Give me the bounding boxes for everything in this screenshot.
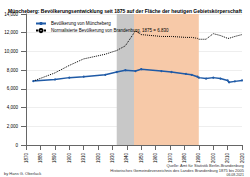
svg-text:1980: 1980 (182, 153, 187, 164)
svg-text:12,000: 12,000 (4, 30, 18, 35)
svg-text:1900: 1900 (67, 153, 72, 164)
svg-text:Bevölkerung von Müncheberg: Bevölkerung von Müncheberg (51, 21, 111, 26)
svg-text:1960: 1960 (153, 153, 158, 164)
svg-text:1930: 1930 (110, 153, 115, 164)
svg-text:14,000: 14,000 (4, 11, 18, 17)
svg-text:06.08.2021: 06.08.2021 (226, 173, 244, 177)
svg-text:2000: 2000 (211, 153, 216, 164)
svg-text:2010: 2010 (225, 153, 230, 164)
svg-text:by Hans G. Oberlack: by Hans G. Oberlack (4, 171, 41, 176)
svg-text:10,000: 10,000 (4, 49, 18, 54)
svg-text:6,000: 6,000 (7, 86, 19, 91)
svg-text:Müncheberg: Bevölkerungsentwic: Müncheberg: Bevölkerungsentwicklung seit… (8, 8, 242, 14)
svg-text:8,000: 8,000 (7, 68, 19, 73)
svg-text:Quelle: Amt für Statistik Berl: Quelle: Amt für Statistik Berlin-Branden… (166, 162, 244, 168)
svg-text:1910: 1910 (81, 153, 86, 164)
svg-text:1890: 1890 (52, 153, 57, 164)
svg-text:Normalisierte Bevölkerung von: Normalisierte Bevölkerung von Brandenbur… (51, 28, 169, 33)
svg-text:1950: 1950 (139, 153, 144, 164)
svg-text:1880: 1880 (38, 153, 43, 164)
svg-text:Historisches Gemeindeverzeichn: Historisches Gemeindeverzeichnis des Lan… (110, 168, 244, 173)
svg-text:1990: 1990 (196, 153, 201, 164)
svg-text:1940: 1940 (124, 153, 129, 164)
svg-text:1870: 1870 (24, 153, 29, 164)
svg-text:1970: 1970 (168, 153, 173, 164)
svg-text:2,000: 2,000 (7, 124, 19, 129)
svg-text:4,000: 4,000 (7, 105, 19, 110)
svg-text:2020: 2020 (240, 153, 245, 164)
svg-text:0: 0 (15, 143, 18, 148)
svg-text:1920: 1920 (96, 153, 101, 164)
